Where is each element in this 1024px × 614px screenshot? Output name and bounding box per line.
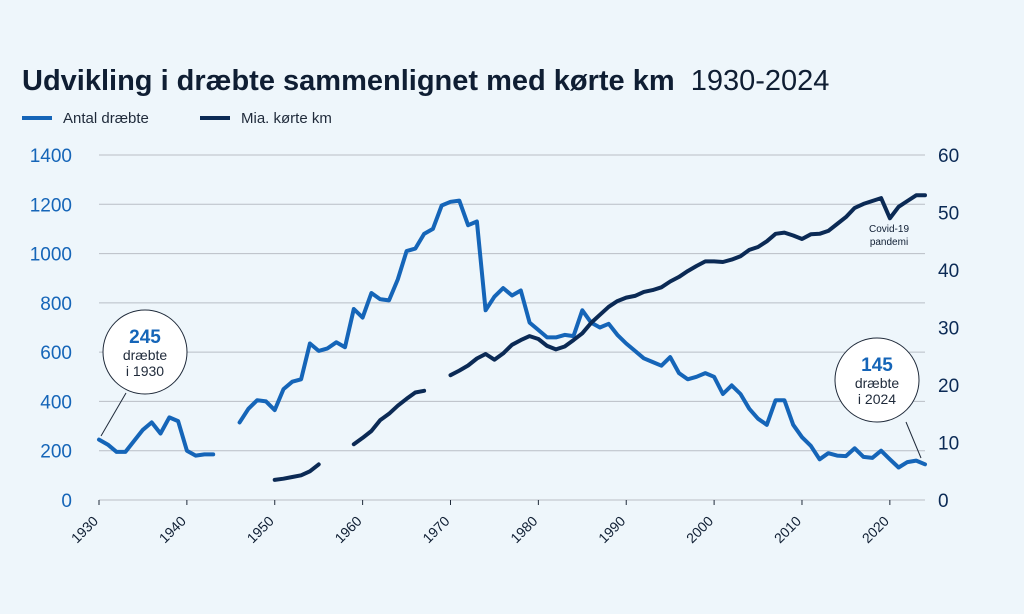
series-km (272, 193, 927, 482)
series-killed-line (237, 198, 927, 470)
x-tick-label: 2000 (683, 513, 716, 546)
x-tick-label: 1950 (244, 513, 277, 546)
y-left-tick-label: 600 (40, 343, 72, 364)
series-killed-line (97, 415, 216, 458)
callout-1930-circle (102, 309, 188, 395)
y-right-tick-label: 0 (938, 491, 949, 512)
covid-annotation-line1: Covid-19 (869, 224, 909, 235)
y-left-tick-label: 800 (40, 294, 72, 315)
callout-2024: 145 dræbte i 2024 (834, 337, 922, 459)
callout-2024-line2: i 2024 (858, 391, 896, 407)
y-right-tick-label: 40 (938, 261, 959, 282)
series-km-line (351, 388, 427, 447)
y-left-tick-label: 1000 (30, 245, 72, 266)
callout-2024-line1: dræbte (855, 375, 900, 391)
legend-label-km: Mia. kørte km (241, 110, 332, 127)
x-tick-label: 1990 (595, 513, 628, 546)
y-axis-right: 0 10 20 30 40 50 60 (938, 146, 959, 512)
callout-1930-line2: i 1930 (126, 363, 164, 379)
x-axis: 1930 1940 1950 1960 1970 1980 1990 2000 2010 2020 (68, 500, 892, 546)
callout-1930-line1: dræbte (123, 347, 168, 363)
series-km-line (448, 193, 927, 378)
chart-title-years: 1930-2024 (691, 65, 830, 97)
x-tick-label: 1960 (331, 513, 364, 546)
y-right-tick-label: 60 (938, 146, 959, 167)
y-axis-left: 0 200 400 600 800 1000 1200 1400 (30, 146, 72, 512)
x-tick-label: 2010 (771, 513, 804, 546)
x-tick-label: 1930 (68, 513, 101, 546)
legend-label-killed: Antal dræbte (63, 110, 149, 127)
chart-title-main: Udvikling i dræbte sammenlignet med kørt… (22, 65, 675, 97)
covid-annotation: Covid-19 pandemi (869, 224, 909, 248)
chart-title: Udvikling i dræbte sammenlignet med kørt… (22, 65, 829, 97)
series-km-line (272, 462, 321, 482)
y-right-tick-label: 20 (938, 376, 959, 397)
callout-1930: 245 dræbte i 1930 (100, 309, 188, 437)
covid-annotation-line2: pandemi (870, 237, 908, 248)
gridlines (99, 154, 925, 501)
series-killed (97, 198, 927, 470)
callout-1930-leader (100, 392, 127, 437)
callout-2024-leader (905, 421, 922, 459)
x-tick-label: 1970 (419, 513, 452, 546)
x-tick-label: 2020 (859, 513, 892, 546)
legend: Antal dræbte Mia. kørte km (22, 110, 332, 127)
y-left-tick-label: 200 (40, 442, 72, 463)
y-left-tick-label: 400 (40, 392, 72, 413)
y-right-tick-label: 30 (938, 319, 959, 340)
callout-2024-value: 145 (861, 355, 893, 376)
y-left-tick-label: 1200 (30, 195, 72, 216)
y-right-tick-label: 10 (938, 434, 959, 455)
callout-1930-value: 245 (129, 327, 161, 348)
callout-2024-circle (834, 337, 920, 423)
x-tick-label: 1940 (156, 513, 189, 546)
x-tick-label: 1980 (507, 513, 540, 546)
y-left-tick-label: 0 (61, 491, 72, 512)
y-left-tick-label: 1400 (30, 146, 72, 167)
y-right-tick-label: 50 (938, 204, 959, 225)
